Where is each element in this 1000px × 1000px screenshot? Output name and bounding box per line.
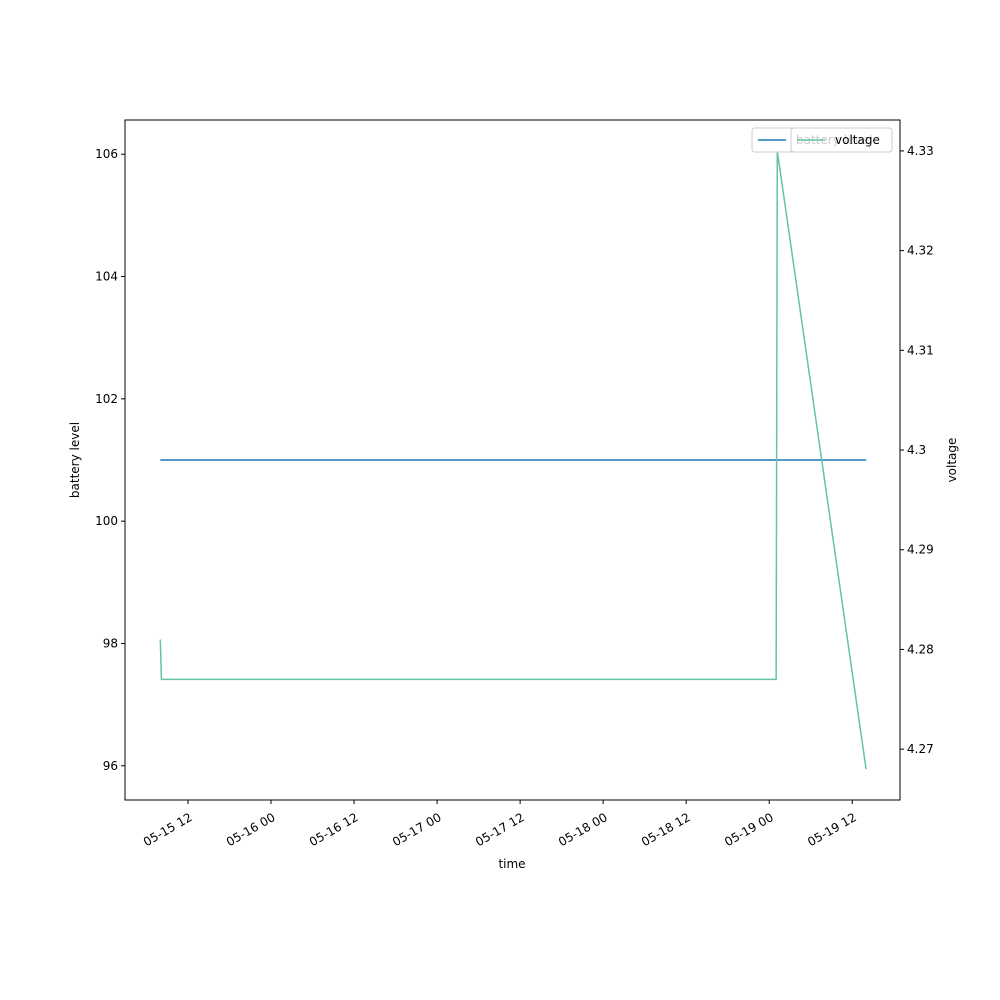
line-series xyxy=(159,150,867,770)
y-tick-label: 100 xyxy=(95,514,118,528)
y2-axis-label: voltage xyxy=(945,438,959,483)
y-tick-label: 98 xyxy=(103,636,118,650)
legend-box xyxy=(790,127,893,153)
y-tick-label: 104 xyxy=(95,270,118,284)
y-tick-label: 102 xyxy=(95,392,118,406)
y-axis-label: battery level xyxy=(68,422,82,498)
y2-tick-label: 4.32 xyxy=(907,244,934,258)
y-tick-label: 106 xyxy=(95,147,118,161)
y2-tick-label: 4.31 xyxy=(907,343,934,357)
legend-label: voltage xyxy=(835,133,880,147)
y2-tick-label: 4.33 xyxy=(907,144,934,158)
y2-tick-label: 4.3 xyxy=(907,443,926,457)
y-tick-label: 96 xyxy=(103,759,118,773)
plot-frame xyxy=(124,119,901,801)
y2-tick-label: 4.27 xyxy=(907,742,934,756)
y2-tick-label: 4.28 xyxy=(907,642,934,656)
y2-tick-label: 4.29 xyxy=(907,543,934,557)
x-axis-label: time xyxy=(498,857,525,871)
